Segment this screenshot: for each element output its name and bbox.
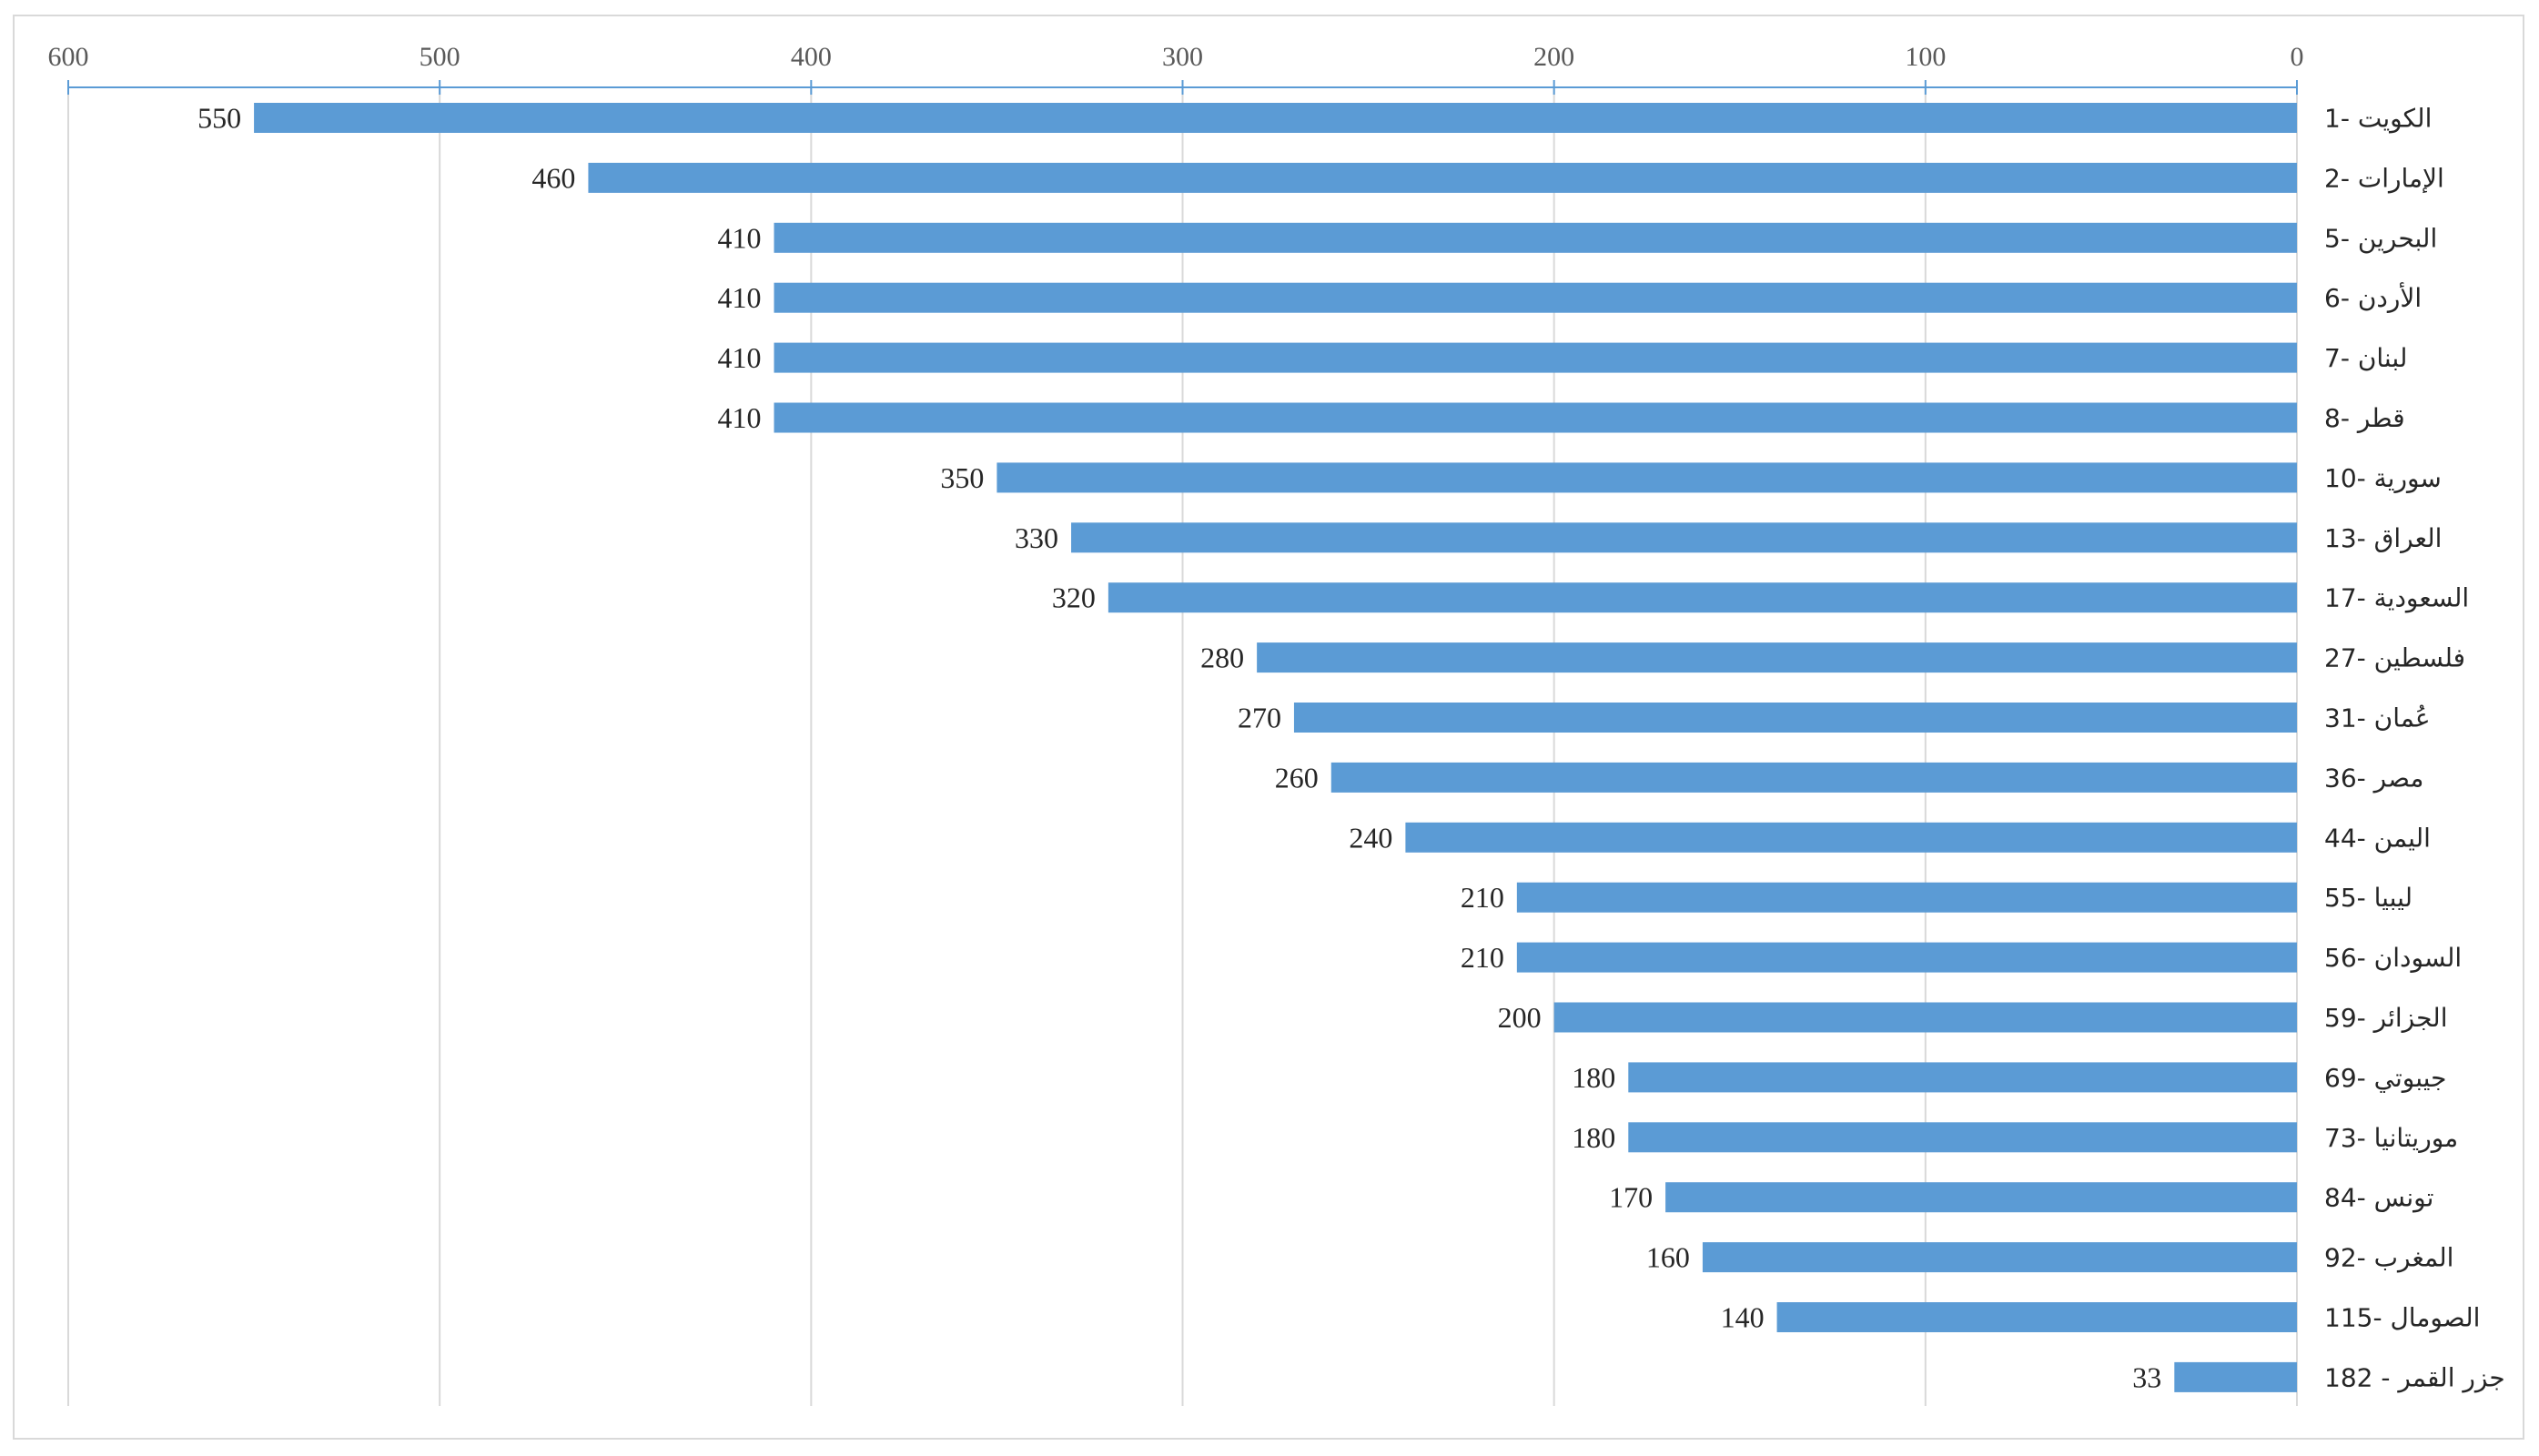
x-tick-label: 100	[1905, 42, 1946, 72]
data-label: 320	[1052, 581, 1096, 614]
data-label: 200	[1498, 1001, 1542, 1034]
category-label: 44- اليمن	[2324, 823, 2431, 853]
x-tick-label: 200	[1533, 42, 1574, 72]
bar	[1071, 522, 2297, 553]
category-label: 31- عُمان	[2324, 703, 2431, 733]
bar	[774, 342, 2298, 373]
bar	[1628, 1062, 2297, 1093]
labels: 550 1- الكويت 460 2- الإمارات 410 5- البحرين 4…	[197, 102, 2505, 1394]
category-label: 84- تونس	[2324, 1183, 2433, 1213]
category-label: 73- موريتانيا	[2324, 1123, 2458, 1153]
x-tick-label: 300	[1162, 42, 1203, 72]
data-label: 330	[1015, 521, 1058, 554]
category-label: 59- الجزائر	[2324, 1003, 2448, 1033]
data-label: 410	[718, 221, 762, 254]
data-label: 160	[1646, 1241, 1690, 1274]
data-label: 210	[1461, 881, 1504, 914]
data-label: 270	[1238, 702, 1281, 734]
bar	[996, 462, 2297, 493]
category-label: 115- الصومال	[2324, 1303, 2480, 1333]
category-label: 8- قطر	[2324, 403, 2405, 433]
bar	[1665, 1182, 2297, 1213]
data-label: 260	[1275, 761, 1319, 794]
category-label: 56- السودان	[2324, 943, 2462, 973]
x-axis: 0 100 200 300 400 500 600	[48, 42, 2304, 95]
category-label: 17- السعودية	[2324, 583, 2469, 613]
x-tick-label: 0	[2291, 42, 2304, 72]
category-label: 92- المغرب	[2324, 1243, 2453, 1273]
bar	[1330, 762, 2297, 793]
bar	[1257, 642, 2297, 673]
data-label: 170	[1609, 1181, 1653, 1214]
category-label: 10- سورية	[2324, 463, 2442, 493]
data-label: 550	[197, 102, 241, 135]
bar	[1516, 882, 2297, 913]
bar	[1293, 703, 2297, 733]
data-label: 180	[1572, 1121, 1615, 1154]
category-label: 5- البحرين	[2324, 223, 2437, 253]
category-label: 182 - جزر القمر	[2324, 1362, 2505, 1392]
data-label: 350	[940, 461, 984, 494]
x-tick-label: 500	[420, 42, 460, 72]
bar	[588, 162, 2297, 193]
data-label: 410	[718, 341, 762, 374]
category-label: 6- الأردن	[2324, 281, 2422, 313]
bar	[254, 103, 2298, 133]
data-label: 280	[1200, 642, 1244, 674]
category-label: 13- العراق	[2324, 523, 2442, 553]
category-label: 69- جيبوتي	[2324, 1063, 2446, 1093]
category-label: 36- مصر	[2324, 763, 2423, 793]
category-label: 2- الإمارات	[2324, 163, 2444, 193]
data-label: 180	[1572, 1061, 1615, 1094]
category-label: 7- لبنان	[2324, 343, 2407, 373]
bar	[1628, 1122, 2297, 1153]
bar	[774, 402, 2298, 433]
data-label: 460	[531, 161, 575, 194]
x-tick-label: 600	[48, 42, 89, 72]
bar	[1702, 1242, 2297, 1273]
data-label: 210	[1461, 941, 1504, 974]
data-label: 410	[718, 281, 762, 314]
bar	[774, 222, 2298, 253]
bar	[2174, 1361, 2297, 1392]
bar	[1553, 1002, 2297, 1033]
category-label: 1- الكويت	[2324, 104, 2432, 134]
bar	[1776, 1302, 2297, 1332]
bar	[1405, 822, 2297, 853]
bars	[254, 103, 2298, 1392]
data-label: 140	[1721, 1301, 1765, 1334]
bar	[1108, 582, 2297, 613]
data-label: 240	[1349, 821, 1392, 854]
x-tick-label: 400	[791, 42, 832, 72]
category-label: 27- فلسطين	[2324, 643, 2465, 673]
category-label: 55- ليبيا	[2324, 883, 2413, 913]
bar	[774, 282, 2298, 313]
data-label: 410	[718, 401, 762, 434]
data-label: 33	[2132, 1360, 2161, 1393]
bar	[1516, 942, 2297, 973]
